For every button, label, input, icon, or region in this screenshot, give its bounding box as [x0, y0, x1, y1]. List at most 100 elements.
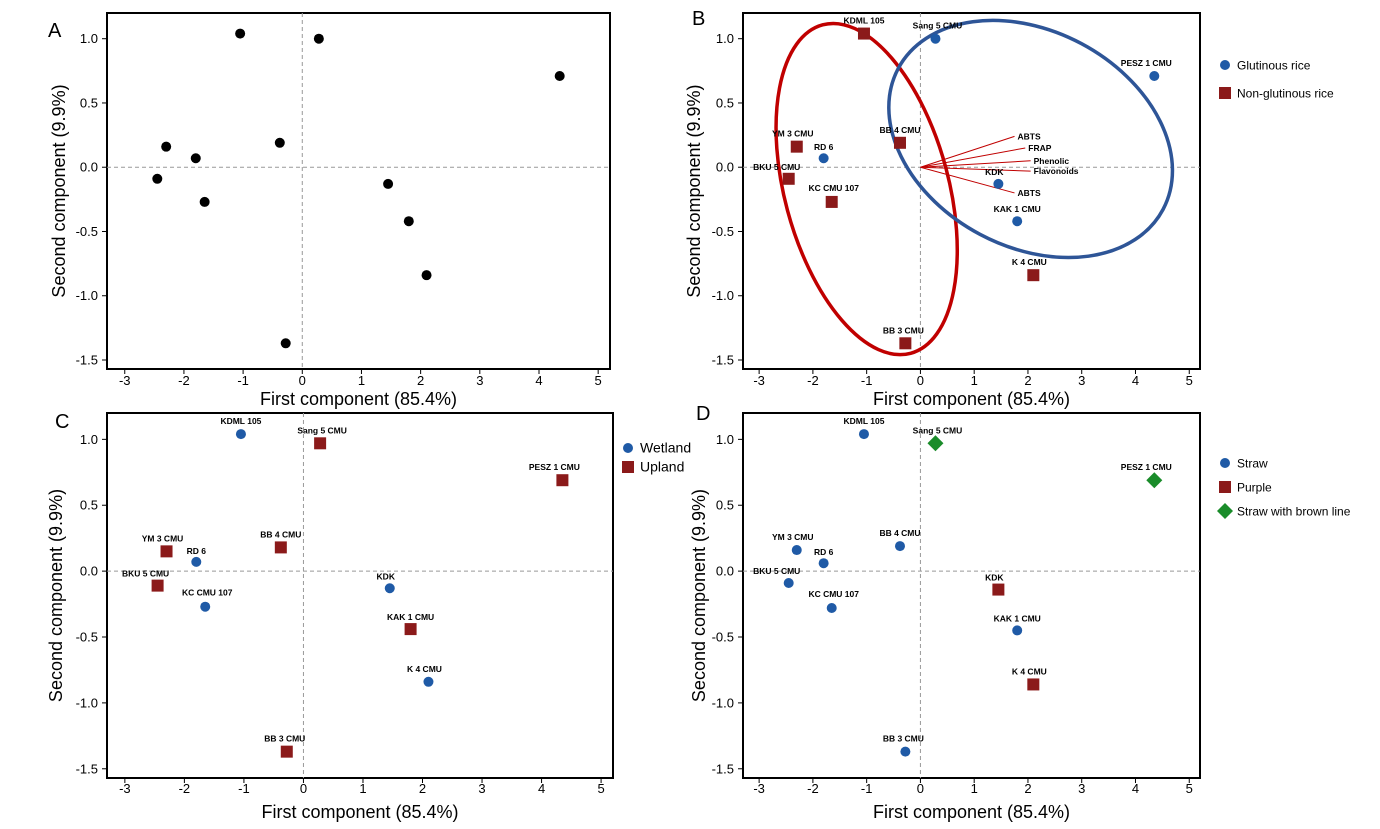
- y-tick-label: 0.0: [80, 160, 98, 175]
- panel-d: -3 -2 -1 0 1 2 3 4 5 1.0 0.5 0.0 -0.5 -1.0 -1.5 First c…: [689, 403, 1351, 822]
- data-point: [160, 545, 173, 558]
- y-axis-title: Second component (9.9%): [46, 489, 66, 702]
- x-tick-label: 4: [538, 781, 545, 796]
- data-point: [790, 140, 803, 153]
- x-tick-label: 5: [595, 373, 602, 388]
- panel-label: D: [696, 403, 710, 425]
- panel-label: B: [692, 8, 705, 30]
- data-point: [151, 579, 164, 592]
- x-tick-label: -1: [861, 373, 873, 388]
- plot-frame: [742, 12, 1201, 370]
- y-tick-label: 1.0: [716, 432, 734, 447]
- legend-marker: [1220, 60, 1230, 70]
- y-tick-label: -0.5: [76, 630, 98, 645]
- panel-c: -3 -2 -1 0 1 2 3 4 5 1.0 0.5 0.0 -0.5 -1.0 -1.5 First c…: [46, 411, 691, 822]
- y-tick-label: 0.0: [716, 160, 734, 175]
- y-tick-label: -1.0: [76, 288, 98, 303]
- x-tick-label: -2: [179, 781, 191, 796]
- data-point: [280, 745, 293, 758]
- x-tick-label: 3: [478, 781, 485, 796]
- y-tick-label: -0.5: [712, 630, 734, 645]
- data-point: [893, 136, 906, 149]
- y-tick-label: -1.5: [712, 353, 734, 368]
- point-label: RD 6: [814, 547, 834, 557]
- point-label: K 4 CMU: [407, 664, 442, 674]
- y-tick-label: -0.5: [76, 224, 98, 239]
- x-tick-label: 0: [917, 781, 924, 796]
- data-point: [825, 195, 838, 208]
- data-point: [1027, 269, 1040, 282]
- data-point: [992, 583, 1005, 596]
- point-label: BKU 5 CMU: [122, 569, 169, 579]
- y-tick-label: 0.0: [80, 564, 98, 579]
- x-tick-label: 1: [359, 781, 366, 796]
- y-tick-label: -1.5: [712, 761, 734, 776]
- x-tick-label: 4: [1132, 781, 1139, 796]
- legend-marker: [1219, 481, 1231, 493]
- point-label: YM 3 CMU: [772, 532, 814, 542]
- point-label: K 4 CMU: [1012, 257, 1047, 267]
- point-label: BKU 5 CMU: [753, 566, 800, 576]
- loading-vector: [920, 147, 1026, 168]
- data-point: [190, 153, 201, 164]
- x-tick-label: 5: [597, 781, 604, 796]
- y-tick-label: -1.0: [76, 695, 98, 710]
- x-tick-label: 1: [971, 373, 978, 388]
- x-tick-label: 1: [358, 373, 365, 388]
- vector-label: FRAP: [1028, 143, 1051, 153]
- x-tick-label: 3: [476, 373, 483, 388]
- point-label: KAK 1 CMU: [994, 613, 1041, 623]
- point-label: Sang 5 CMU: [297, 425, 347, 435]
- data-point: [993, 178, 1004, 189]
- legend-marker: [623, 443, 633, 453]
- x-tick-label: 2: [417, 373, 424, 388]
- y-tick-label: 0.5: [716, 498, 734, 513]
- data-point: [404, 623, 417, 636]
- point-label: K 4 CMU: [1012, 666, 1047, 676]
- legend-label: Straw: [1237, 457, 1268, 471]
- x-tick-label: -3: [119, 373, 131, 388]
- point-label: PESZ 1 CMU: [1121, 58, 1172, 68]
- data-point: [556, 474, 569, 487]
- point-label: KDML 105: [220, 416, 261, 426]
- y-tick-label: 1.0: [80, 31, 98, 46]
- legend-marker: [622, 461, 634, 473]
- panel-b: -3 -2 -1 0 1 2 3 4 5 1.0 0.5 0.0 -0.5 -1.0 -1.5 First c…: [684, 8, 1334, 409]
- point-label: KAK 1 CMU: [387, 612, 434, 622]
- data-point: [1146, 472, 1163, 489]
- x-tick-label: 4: [1132, 373, 1139, 388]
- data-point: [930, 33, 941, 44]
- x-tick-label: 0: [300, 781, 307, 796]
- data-point: [782, 172, 795, 185]
- x-tick-label: -3: [119, 781, 131, 796]
- point-label: KC CMU 107: [808, 589, 859, 599]
- loading-vector: [920, 160, 1031, 168]
- x-axis-title: First component (85.4%): [260, 389, 457, 409]
- y-tick-label: -1.0: [712, 288, 734, 303]
- x-tick-label: -2: [178, 373, 190, 388]
- x-tick-label: -3: [753, 373, 765, 388]
- data-point: [383, 178, 394, 189]
- y-tick-label: -1.5: [76, 353, 98, 368]
- x-tick-label: -1: [237, 373, 249, 388]
- point-label: BKU 5 CMU: [753, 162, 800, 172]
- legend-label: Purple: [1237, 481, 1272, 495]
- data-point: [818, 153, 829, 164]
- vector-label: ABTS: [1018, 131, 1041, 141]
- data-point: [314, 437, 327, 450]
- ellipse-non-glutinous-rice: [774, 21, 960, 357]
- data-point: [384, 583, 395, 594]
- legend-marker: [1220, 458, 1230, 468]
- point-label: YM 3 CMU: [142, 533, 184, 543]
- y-tick-label: 1.0: [80, 432, 98, 447]
- y-axis-title: Second component (9.9%): [689, 489, 709, 702]
- x-tick-label: 2: [419, 781, 426, 796]
- x-axis-title: First component (85.4%): [261, 802, 458, 822]
- y-tick-label: -0.5: [712, 224, 734, 239]
- data-point: [235, 429, 246, 440]
- data-point: [274, 541, 287, 554]
- legend-label: Glutinous rice: [1237, 59, 1311, 73]
- vector-label: Phenolic: [1034, 156, 1070, 166]
- y-tick-label: 0.0: [716, 564, 734, 579]
- x-tick-label: 2: [1024, 781, 1031, 796]
